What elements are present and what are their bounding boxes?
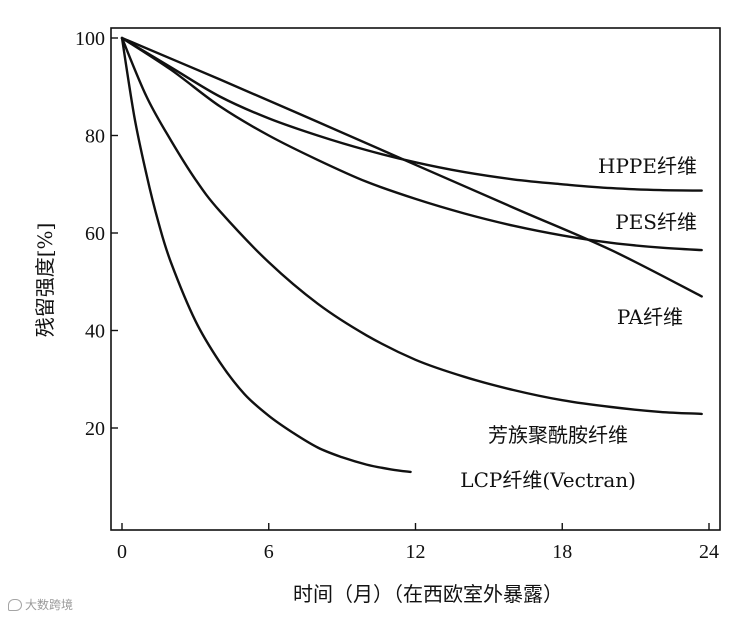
series-label-4: 芳族聚酰胺纤维 (488, 423, 628, 447)
y-tick-label: 20 (85, 418, 105, 440)
x-tick-label: 0 (117, 541, 127, 563)
y-axis-title: 残留强度[%] (33, 223, 57, 338)
series-curves (120, 36, 703, 474)
x-axis-title: 时间（月）（在西欧室外暴露） (293, 582, 563, 606)
x-tick-label: 18 (552, 541, 572, 563)
watermark: 大数跨境 (8, 596, 73, 613)
plot-area-group: 0 6 12 18 24 20 40 60 80 100 HPPE纤维 PES纤维 PA纤维芳族聚酰胺… (75, 27, 721, 563)
tick-labels: 0 6 12 18 24 20 40 60 80 100 (75, 28, 719, 563)
series-label-5: LCP纤维(Vectran) (460, 468, 636, 492)
tick-marks (111, 37, 710, 530)
chat-bubble-icon (8, 598, 22, 611)
x-tick-label: 12 (406, 541, 426, 563)
y-tick-label: 100 (75, 28, 105, 50)
x-tick-label: 24 (699, 541, 719, 563)
series-label-3: PA纤维 (617, 305, 683, 329)
series-line-4 (120, 36, 703, 416)
series-label-1: HPPE纤维 (598, 154, 697, 178)
x-tick-label: 6 (264, 541, 274, 563)
watermark-text: 大数跨境 (25, 598, 74, 612)
y-tick-label: 80 (85, 126, 105, 148)
y-tick-label: 40 (85, 321, 105, 343)
plot-frame (110, 27, 721, 531)
series-line-3 (120, 36, 703, 298)
y-tick-label: 60 (85, 223, 105, 245)
series-label-2: PES纤维 (615, 210, 697, 234)
series-line-2 (120, 36, 703, 252)
series-line-1 (120, 36, 703, 192)
series-line-5 (120, 36, 412, 474)
